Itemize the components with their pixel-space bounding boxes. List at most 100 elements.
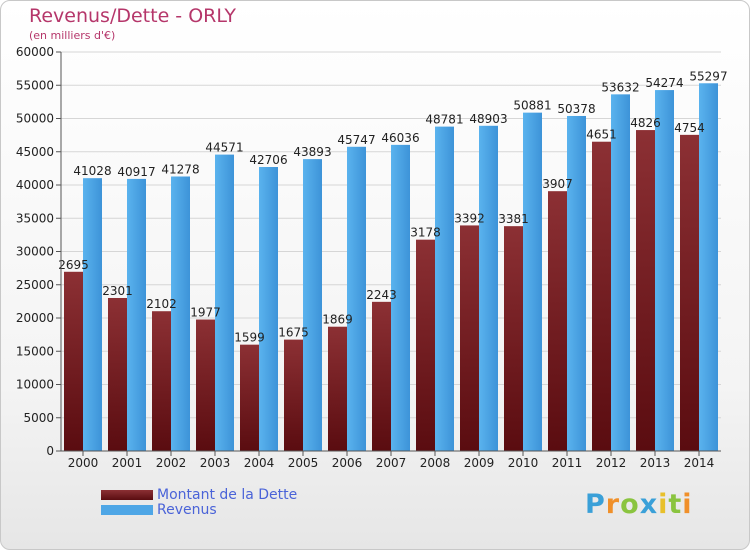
x-tick-label: 2002 [156,456,187,470]
data-label-revenus: 50881 [513,99,551,113]
bar-dette [108,297,127,451]
y-tick-label: 35000 [16,211,54,225]
data-label-revenus: 50378 [557,102,595,116]
logo-letter: o [620,489,640,520]
data-label-revenus: 48903 [469,112,507,126]
data-label-dette: 3907 [542,177,573,191]
legend-item-revenus: Revenus [101,501,297,518]
legend-label-revenus: Revenus [157,501,217,518]
bar-revenus [127,178,146,451]
x-tick-label: 2008 [420,456,451,470]
y-tick-label: 50000 [16,112,54,126]
y-tick-label: 25000 [16,278,54,292]
data-label-dette: 1675 [278,326,309,340]
x-tick-label: 2013 [640,456,671,470]
data-label-revenus: 42706 [249,153,287,167]
data-label-dette: 4651 [586,128,617,142]
bar-revenus [699,83,718,451]
x-tick-label: 2004 [244,456,275,470]
legend-swatch-revenus [101,504,153,515]
y-tick-label: 5000 [23,411,54,425]
data-label-dette: 3381 [498,212,529,226]
x-tick-label: 2009 [464,456,495,470]
x-tick-label: 2011 [552,456,583,470]
bar-dette [284,339,303,451]
bar-revenus [303,159,322,451]
bar-revenus [259,167,278,451]
data-label-dette: 3392 [454,211,485,225]
data-label-dette: 1599 [234,331,265,345]
bar-dette [592,141,611,451]
proxiti-logo: Proxiti [585,489,693,520]
bar-dette [460,225,479,451]
data-label-dette: 2301 [102,284,133,298]
y-tick-label: 30000 [16,245,54,259]
y-tick-label: 55000 [16,78,54,92]
bar-revenus [523,112,542,451]
data-label-dette: 1869 [322,313,353,327]
logo-letter: i [682,489,693,520]
bar-dette [328,326,347,451]
data-label-dette: 4754 [674,121,705,135]
bar-dette [504,226,523,451]
y-tick-label: 20000 [16,311,54,325]
x-tick-label: 2012 [596,456,627,470]
data-label-revenus: 43893 [293,145,331,159]
x-tick-label: 2001 [112,456,143,470]
data-label-revenus: 41278 [161,163,199,177]
bar-dette [64,271,83,451]
y-tick-label: 45000 [16,145,54,159]
data-label-revenus: 54274 [645,76,683,90]
bar-revenus [567,115,586,451]
data-label-revenus: 45747 [337,133,375,147]
data-label-dette: 2243 [366,288,397,302]
logo-letter: i [658,489,669,520]
bar-revenus [435,126,454,451]
legend-label-dette: Montant de la Dette [157,486,298,503]
bar-revenus [83,178,102,451]
bar-revenus [391,144,410,451]
bar-revenus [611,94,630,451]
legend: Montant de la Dette Revenus [101,486,298,518]
x-tick-label: 2000 [68,456,99,470]
data-label-revenus: 41028 [73,164,111,178]
bar-dette [152,311,171,451]
bar-revenus [479,125,498,452]
y-tick-label: 40000 [16,178,54,192]
y-tick-label: 0 [46,444,54,458]
y-tick-label: 60000 [16,45,54,59]
x-tick-label: 2005 [288,456,319,470]
data-label-dette: 4826 [630,116,661,130]
logo-letter: P [585,489,606,520]
bar-dette [372,301,391,451]
data-label-dette: 3178 [410,226,441,240]
chart-subtitle: (en milliers d'€) [29,29,116,42]
logo-letter: r [605,489,621,520]
data-label-revenus: 46036 [381,131,419,145]
bar-dette [240,344,259,451]
bar-dette [196,319,215,451]
logo-letter: x [639,489,659,520]
x-tick-label: 2006 [332,456,363,470]
x-tick-label: 2003 [200,456,231,470]
bar-revenus [171,176,190,452]
y-tick-label: 15000 [16,344,54,358]
bar-dette [680,134,699,451]
bar-revenus [655,90,674,451]
logo-letter: t [668,489,683,520]
data-label-revenus: 53632 [601,80,639,94]
x-tick-label: 2007 [376,456,407,470]
bar-revenus [215,154,234,451]
bar-dette [548,191,567,451]
data-label-dette: 2102 [146,297,177,311]
legend-swatch-dette [101,489,153,500]
legend-item-dette: Montant de la Dette [101,486,298,503]
data-label-revenus: 55297 [689,69,727,83]
data-label-dette: 1977 [190,306,221,320]
chart-title: Revenus/Dette - ORLY [29,5,237,27]
x-tick-label: 2014 [684,456,715,470]
bar-dette [416,239,435,451]
data-label-revenus: 40917 [117,165,155,179]
